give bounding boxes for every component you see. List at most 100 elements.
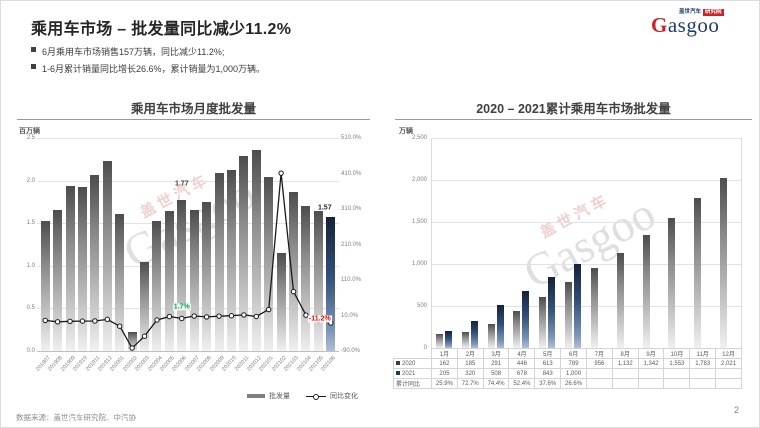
yoy-point — [141, 333, 148, 339]
table-cell: 291 — [482, 358, 510, 369]
secondary-axis-tick: 510.0% — [341, 135, 362, 141]
yoy-point — [253, 313, 259, 320]
bar-2020 — [590, 267, 598, 348]
table-cell — [637, 378, 665, 389]
secondary-axis-tick: -90.0% — [341, 348, 361, 354]
table-row: 2020 162 185 291 446 613 789 956 1,132 1,342 1,553… — [393, 358, 742, 369]
table-month-header: 3月 — [482, 348, 510, 359]
bar-2021 — [470, 321, 478, 348]
table-cell: 185 — [456, 358, 484, 369]
page-title: 乘用车市场 – 批发量同比减少11.2% — [31, 21, 292, 38]
yoy-point — [266, 306, 272, 313]
bullet-square-icon — [31, 47, 36, 52]
gridline — [37, 138, 339, 139]
y-axis-tick: 500 — [416, 303, 427, 309]
y-axis-tick: 1,500 — [411, 219, 427, 225]
series-marker-icon — [396, 370, 400, 375]
bar-2021 — [444, 330, 452, 348]
wholesale-bar — [202, 201, 212, 351]
table-cell: 205 — [431, 368, 458, 379]
gasgoo-logo-tags: 盖世汽车 研究院 — [679, 9, 724, 16]
left-chart-title: 乘用车市场月度批发量 — [130, 102, 256, 116]
gridline — [37, 180, 339, 182]
table-cell: 37.6% — [534, 378, 562, 389]
table-month-header: 9月 — [637, 348, 665, 359]
table-month-header: 4月 — [508, 348, 536, 359]
table-cell: 25.9% — [431, 378, 458, 389]
bar-2020 — [435, 334, 443, 348]
table-month-header: 7月 — [585, 348, 613, 359]
table-month-header: 10月 — [663, 348, 691, 359]
right-title-rule — [395, 119, 752, 120]
y-axis-tick: 0 — [423, 345, 427, 351]
table-cell: 613 — [534, 358, 562, 369]
bar-2020 — [694, 198, 702, 348]
data-label: 1.57 — [317, 204, 332, 212]
table-row: 2021 205 320 508 678 843 1,000 — [393, 368, 742, 379]
plot-left-border — [431, 138, 432, 348]
table-cell — [585, 378, 613, 389]
y-axis-tick: 2,500 — [411, 135, 427, 141]
wholesale-bar — [239, 155, 249, 351]
bar-2020 — [668, 217, 676, 348]
wholesale-bar — [127, 332, 137, 351]
table-cell — [637, 368, 665, 379]
table-month-header: 11月 — [689, 348, 717, 359]
table-cell: 508 — [482, 368, 510, 379]
secondary-axis-tick: 310.0% — [341, 206, 362, 212]
yoy-point — [228, 313, 235, 319]
table-month-header: 8月 — [611, 348, 639, 359]
bar-swatch-icon — [247, 394, 265, 398]
bar-2020 — [565, 281, 573, 348]
wholesale-bar — [40, 220, 50, 351]
wholesale-bar — [53, 210, 63, 351]
y-axis-tick: 0.0 — [26, 348, 35, 354]
table-cell: 843 — [534, 368, 562, 379]
wholesale-bar — [77, 186, 87, 351]
bullet-item: 1-6月累计销量同比增长26.6%，累计销量为1,000万辆。 — [31, 62, 265, 75]
left-title-rule — [17, 119, 370, 120]
table-blank-cell — [394, 349, 432, 359]
yoy-point — [216, 313, 222, 319]
y-axis-tick: 2.0 — [26, 177, 35, 184]
y-axis-tick: 2,000 — [411, 177, 427, 183]
bar-2020 — [539, 296, 547, 348]
page-number: 2 — [734, 405, 740, 415]
y-axis-tick: 2.5 — [26, 135, 35, 141]
table-cell: 678 — [508, 368, 536, 379]
bar-2021 — [574, 264, 582, 348]
yoy-point — [303, 312, 309, 318]
table-cell: 320 — [456, 368, 484, 379]
wholesale-bar — [214, 172, 224, 351]
bullet-text: 6月乘用车市场销售157万辆，同比减少11.2%; — [42, 47, 225, 57]
gasgoo-logo-text: Gasgoo — [651, 13, 720, 37]
yoy-point — [278, 170, 284, 176]
yoy-point — [179, 315, 185, 322]
table-cell — [663, 378, 691, 389]
yoy-point — [203, 314, 210, 320]
yoy-line — [42, 170, 334, 351]
yoy-point — [154, 317, 160, 323]
table-cell: 2,021 — [715, 358, 742, 369]
left-chart-legend: 批发量 同比变化 — [247, 391, 358, 401]
table-cell: 162 — [431, 358, 458, 369]
secondary-axis-tick: 410.0% — [341, 170, 362, 177]
table-month-header: 12月 — [715, 348, 742, 359]
bar-2021 — [522, 291, 530, 348]
x-axis-line — [37, 351, 339, 352]
table-cell: 789 — [560, 358, 587, 369]
series-marker-icon — [396, 360, 400, 365]
wholesale-bar — [226, 170, 236, 351]
wholesale-bar — [276, 253, 286, 351]
bullet-text: 1-6月累计销量同比增长26.6%，累计销量为1,000万辆。 — [42, 64, 266, 74]
wholesale-bar — [264, 177, 274, 351]
table-cell: 1,342 — [637, 358, 665, 369]
logo-tag-cn: 盖世汽车 — [679, 9, 702, 15]
bullet-list: 6月乘用车市场销售157万辆，同比减少11.2%; 1-6月累计销量同比增长26… — [31, 45, 265, 79]
plot-right-border — [741, 138, 742, 348]
table-cell — [585, 368, 613, 379]
wholesale-bar — [177, 200, 187, 351]
legend-item-line: 同比变化 — [306, 391, 358, 401]
table-cell — [715, 368, 742, 379]
data-label: 1.7% — [172, 303, 191, 311]
